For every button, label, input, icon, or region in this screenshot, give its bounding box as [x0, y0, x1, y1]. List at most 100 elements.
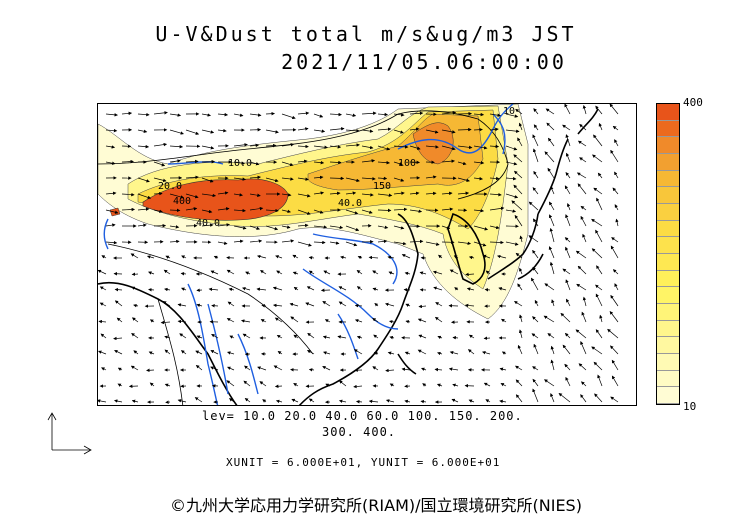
wind-vector	[591, 248, 603, 259]
wind-vector	[531, 333, 539, 339]
wind-vector	[425, 145, 439, 149]
wind-vector	[229, 335, 235, 339]
contour-label: 10.0	[228, 158, 252, 169]
wind-vector	[281, 209, 291, 214]
wind-vector	[337, 335, 347, 339]
wind-vector	[265, 129, 279, 134]
wind-vector	[434, 316, 443, 323]
contour-label: 400	[173, 196, 191, 207]
wind-vector	[323, 270, 331, 275]
wind-vector	[610, 149, 619, 163]
wind-vector	[361, 177, 376, 181]
wind-vector	[485, 399, 491, 403]
wind-vector	[181, 255, 187, 259]
wind-vector	[211, 334, 219, 339]
wind-vector	[451, 398, 459, 403]
wind-vector	[226, 269, 235, 275]
wind-vector	[389, 319, 395, 324]
wind-vector	[297, 241, 312, 247]
wind-vector	[565, 246, 571, 259]
wind-vector	[515, 108, 523, 115]
wind-vector	[457, 191, 470, 196]
wind-vector	[105, 161, 116, 165]
wind-vector	[101, 255, 107, 259]
wind-vector	[532, 388, 539, 403]
wind-vector	[580, 381, 587, 387]
wind-vector	[565, 172, 571, 179]
wind-vector	[532, 148, 539, 163]
wind-vector	[533, 343, 539, 355]
wind-vector	[148, 288, 155, 292]
wind-vector	[265, 111, 275, 116]
wind-vector	[468, 255, 475, 260]
wind-vector	[595, 229, 603, 243]
colorbar-segment	[657, 270, 679, 288]
wind-vector	[441, 225, 451, 230]
wind-vector	[482, 254, 491, 259]
wind-vector	[338, 399, 347, 403]
wind-vector	[249, 161, 260, 166]
colorbar-segment	[657, 137, 679, 154]
wind-vector	[514, 301, 523, 307]
wind-vector	[562, 268, 571, 275]
wind-vector	[329, 176, 345, 181]
wind-vector	[597, 172, 603, 179]
wind-vector	[422, 383, 427, 387]
colorbar-segment	[657, 170, 679, 188]
wind-vector	[308, 398, 315, 403]
colorbar-segment	[657, 287, 679, 304]
wind-vector	[233, 193, 243, 197]
wind-vector	[468, 334, 475, 339]
wind-vector	[505, 241, 519, 246]
wind-vector	[323, 351, 331, 355]
wind-vector	[340, 255, 347, 260]
wind-vector	[544, 151, 555, 163]
wind-vector	[249, 143, 260, 148]
wind-vector	[582, 296, 587, 307]
wind-vector	[101, 367, 107, 371]
wind-vector	[211, 303, 219, 308]
wind-vector	[217, 112, 229, 117]
wind-vector	[289, 302, 299, 307]
wind-vector	[515, 365, 523, 371]
contour-label: 100	[398, 158, 416, 169]
wind-vector	[532, 187, 539, 195]
wind-vector	[610, 245, 619, 259]
wind-vector	[233, 239, 244, 244]
wind-vector	[169, 159, 181, 163]
wind-vector	[243, 380, 251, 387]
wind-vector	[441, 159, 455, 163]
colorbar-segment	[657, 153, 679, 171]
wind-vector	[353, 384, 363, 389]
wind-vector	[518, 122, 523, 131]
wind-vector	[453, 255, 459, 259]
wind-vector	[131, 272, 139, 276]
map-timestamp: 2021/11/05.06:00:00	[281, 50, 567, 74]
wind-vector	[308, 270, 315, 275]
wind-vector	[164, 349, 171, 355]
wind-vector	[361, 129, 374, 133]
wind-vector	[385, 368, 395, 373]
wind-vector	[368, 255, 379, 260]
wind-vector	[404, 271, 411, 276]
wind-vector	[306, 286, 315, 291]
dust-wind-map: 400 40.0 100 150 40.0 20.0 10.0 10	[97, 103, 637, 406]
wind-vector	[393, 113, 405, 117]
wind-vector	[595, 105, 603, 115]
wind-vector	[345, 129, 360, 133]
wind-vector	[464, 303, 475, 308]
wind-vector	[131, 399, 139, 403]
wind-vector	[372, 287, 379, 291]
wind-vector	[293, 383, 299, 387]
wind-vector	[153, 161, 166, 167]
wind-vector	[98, 399, 107, 403]
wind-vector	[528, 235, 539, 243]
colorbar-segment	[657, 203, 679, 221]
wind-vector	[292, 254, 299, 259]
wind-vector	[560, 312, 571, 323]
wind-vector	[356, 335, 363, 340]
contour-label: 10	[503, 106, 515, 117]
wind-vector	[452, 383, 459, 387]
wind-vector	[580, 341, 587, 355]
wind-vector	[297, 159, 308, 164]
